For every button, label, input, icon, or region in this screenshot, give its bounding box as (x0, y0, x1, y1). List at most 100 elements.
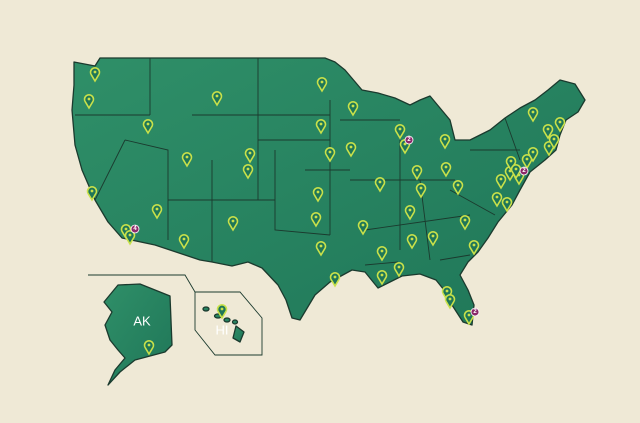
pin-dot (319, 122, 323, 126)
pin-shape (181, 152, 193, 168)
location-pin[interactable] (415, 183, 427, 199)
location-pin[interactable] (411, 165, 423, 181)
location-pin[interactable] (444, 294, 456, 310)
location-pin[interactable] (211, 91, 223, 107)
cluster-badge[interactable]: 2 (470, 307, 480, 317)
state-borders (75, 58, 521, 266)
location-pin[interactable] (459, 215, 471, 231)
location-pin[interactable] (89, 67, 101, 83)
pin-dot (349, 145, 353, 149)
pin-shape (491, 192, 503, 208)
pin-shape (452, 180, 464, 196)
location-pin[interactable] (527, 147, 539, 163)
pin-dot (514, 167, 518, 171)
hawaii-label: HI (216, 322, 229, 337)
location-pin[interactable] (404, 205, 416, 221)
location-pin[interactable] (143, 340, 155, 356)
location-pin[interactable] (491, 192, 503, 208)
location-pin[interactable] (216, 304, 228, 320)
pin-shape (310, 212, 322, 228)
pin-shape (527, 147, 539, 163)
pin-shape (548, 134, 560, 150)
pin-shape (315, 119, 327, 135)
pin-dot (93, 70, 97, 74)
location-pin[interactable] (527, 107, 539, 123)
pin-shape (211, 91, 223, 107)
pin-dot (351, 104, 355, 108)
pin-dot (361, 223, 365, 227)
pin-dot (443, 137, 447, 141)
cluster-badge[interactable]: 2 (519, 166, 529, 176)
location-pin[interactable] (376, 246, 388, 262)
pin-shape (227, 216, 239, 232)
location-pin[interactable] (376, 270, 388, 286)
location-pin[interactable] (357, 220, 369, 236)
location-pin[interactable] (439, 134, 451, 150)
pin-dot (380, 249, 384, 253)
pin-dot (147, 343, 151, 347)
pin-shape (142, 119, 154, 135)
location-pin[interactable] (86, 186, 98, 202)
location-pin[interactable] (181, 152, 193, 168)
pin-shape (374, 177, 386, 193)
pin-dot (472, 243, 476, 247)
location-pin[interactable] (393, 262, 405, 278)
location-pin[interactable] (452, 180, 464, 196)
pin-dot (415, 168, 419, 172)
inset-divider (88, 274, 196, 293)
location-pin[interactable] (441, 286, 453, 302)
location-pin[interactable] (324, 147, 336, 163)
location-pin[interactable] (124, 230, 136, 246)
badge-circle (519, 166, 529, 176)
location-pin[interactable] (329, 272, 341, 288)
pin-dot (531, 150, 535, 154)
location-pin[interactable] (427, 231, 439, 247)
location-pin[interactable] (542, 124, 554, 140)
location-pin[interactable] (310, 212, 322, 228)
location-pin[interactable] (406, 234, 418, 250)
location-pin[interactable] (347, 101, 359, 117)
location-pin[interactable] (394, 124, 406, 140)
pin-dot (90, 189, 94, 193)
pin-shape (415, 183, 427, 199)
pin-dot (380, 273, 384, 277)
location-pin[interactable] (142, 119, 154, 135)
location-pin[interactable] (83, 94, 95, 110)
location-pin[interactable] (505, 156, 517, 172)
pin-dot (448, 297, 452, 301)
pin-dot (248, 151, 252, 155)
pin-shape (329, 272, 341, 288)
location-pin[interactable] (501, 197, 513, 213)
location-pin[interactable] (178, 234, 190, 250)
pin-shape (376, 246, 388, 262)
location-pin[interactable] (440, 162, 452, 178)
location-pin[interactable] (345, 142, 357, 158)
pin-dot (246, 167, 250, 171)
pin-shape (357, 220, 369, 236)
location-pin[interactable] (312, 187, 324, 203)
cluster-badge[interactable]: 2 (404, 135, 414, 145)
pin-shape (459, 215, 471, 231)
location-pin[interactable] (374, 177, 386, 193)
location-pin[interactable] (468, 240, 480, 256)
location-pin[interactable] (242, 164, 254, 180)
location-pin[interactable] (495, 174, 507, 190)
location-pin[interactable] (548, 134, 560, 150)
location-pin[interactable] (316, 77, 328, 93)
pin-shape (404, 205, 416, 221)
location-pin[interactable] (244, 148, 256, 164)
location-pin[interactable] (315, 119, 327, 135)
location-pin[interactable] (151, 204, 163, 220)
pin-dot (378, 180, 382, 184)
location-pin[interactable] (554, 117, 566, 133)
location-pin[interactable] (227, 216, 239, 232)
pin-shape (124, 230, 136, 246)
location-pin[interactable] (521, 154, 533, 170)
pin-shape (505, 156, 517, 172)
location-pin[interactable] (315, 241, 327, 257)
pin-dot (531, 110, 535, 114)
pin-dot (410, 237, 414, 241)
pin-dot (403, 142, 407, 146)
cluster-badge[interactable]: 4 (130, 224, 140, 234)
